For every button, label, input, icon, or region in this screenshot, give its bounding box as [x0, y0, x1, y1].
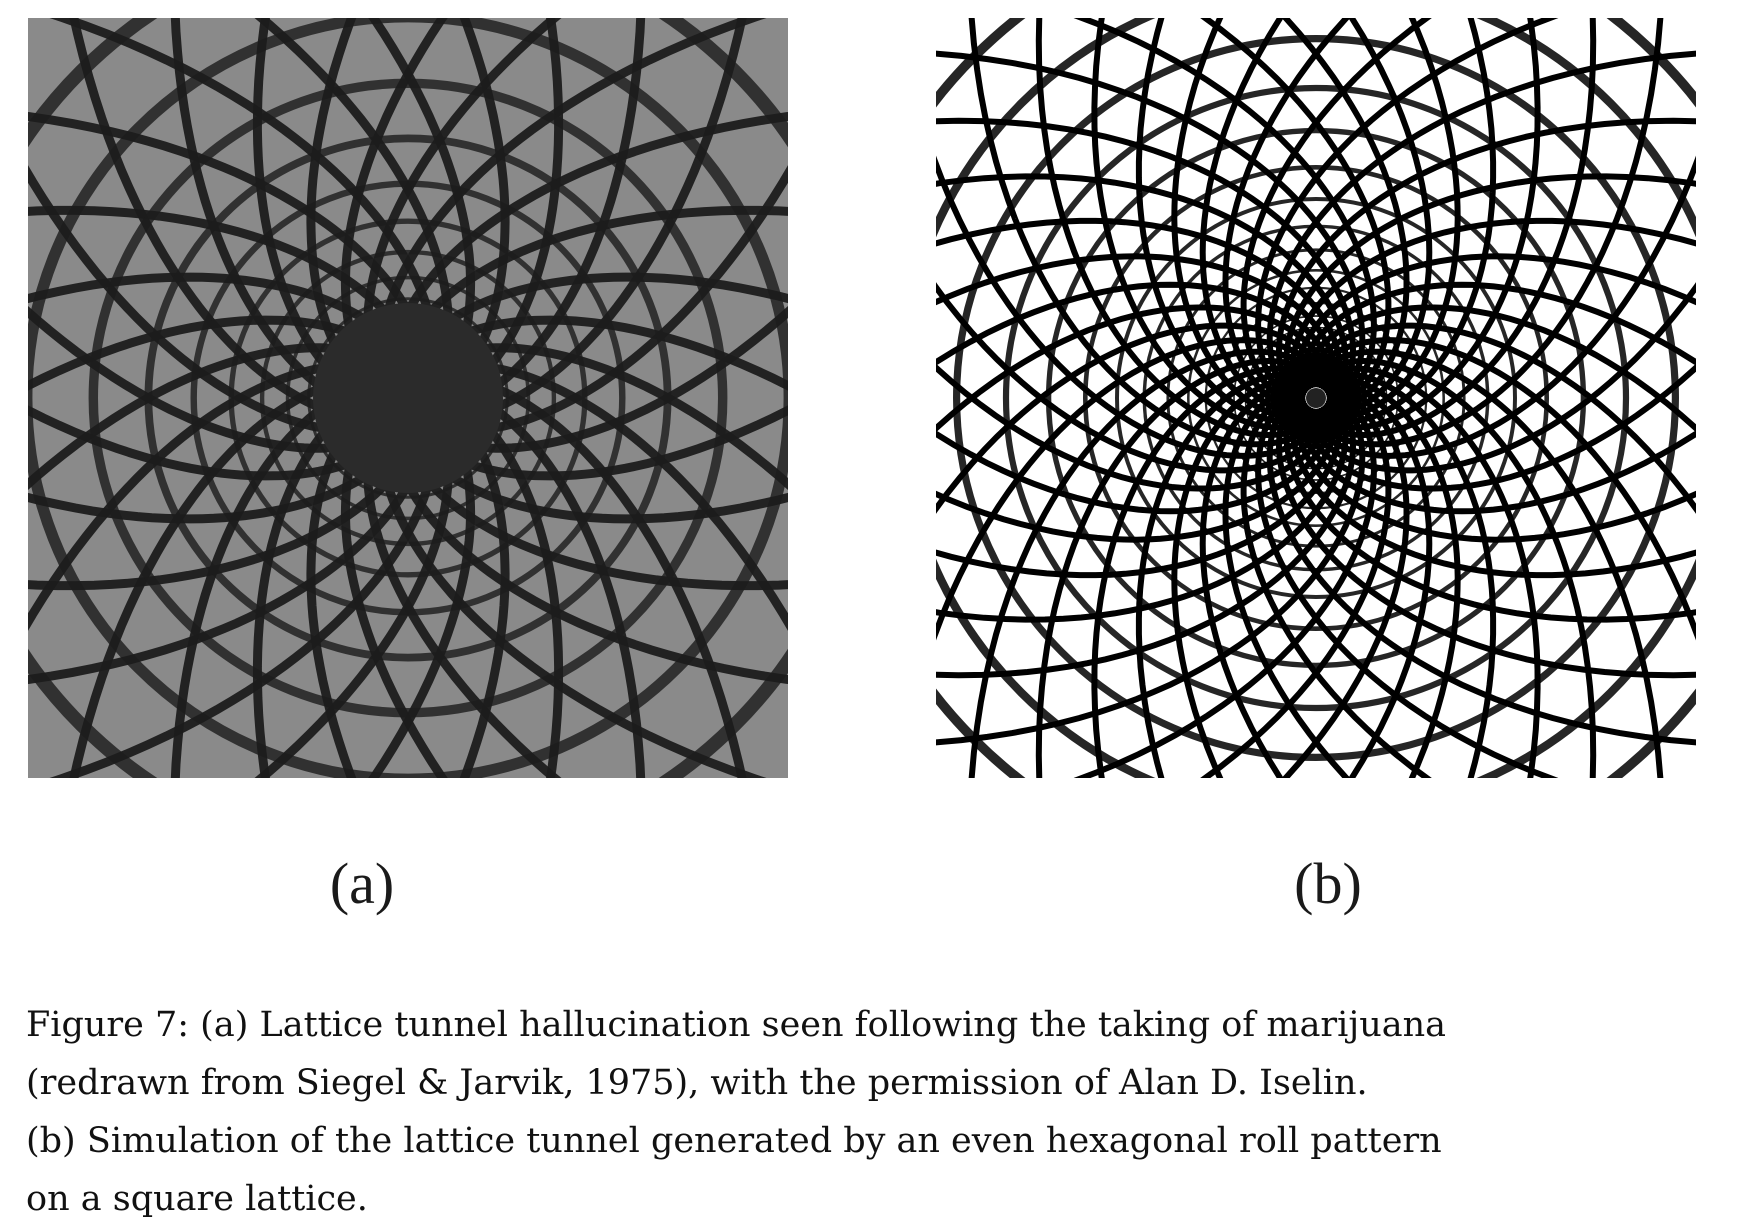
figure-caption: Figure 7: (a) Lattice tunnel hallucinati…	[26, 996, 1704, 1228]
panel-b-label: (b)	[1294, 851, 1362, 916]
panel-a-label: (a)	[329, 851, 395, 916]
caption-line-2: (redrawn from Siegel & Jarvik, 1975), wi…	[26, 1063, 1368, 1103]
lattice-tunnel-simulation	[936, 18, 1696, 778]
figure-panel-a-image	[28, 18, 788, 778]
lattice-tunnel-hallucination-drawing	[28, 18, 788, 778]
caption-line-4: on a square lattice.	[26, 1179, 368, 1219]
figure-panel-b-image	[936, 18, 1696, 778]
caption-line-1: Figure 7: (a) Lattice tunnel hallucinati…	[26, 1005, 1447, 1045]
caption-line-3: (b) Simulation of the lattice tunnel gen…	[26, 1121, 1442, 1161]
